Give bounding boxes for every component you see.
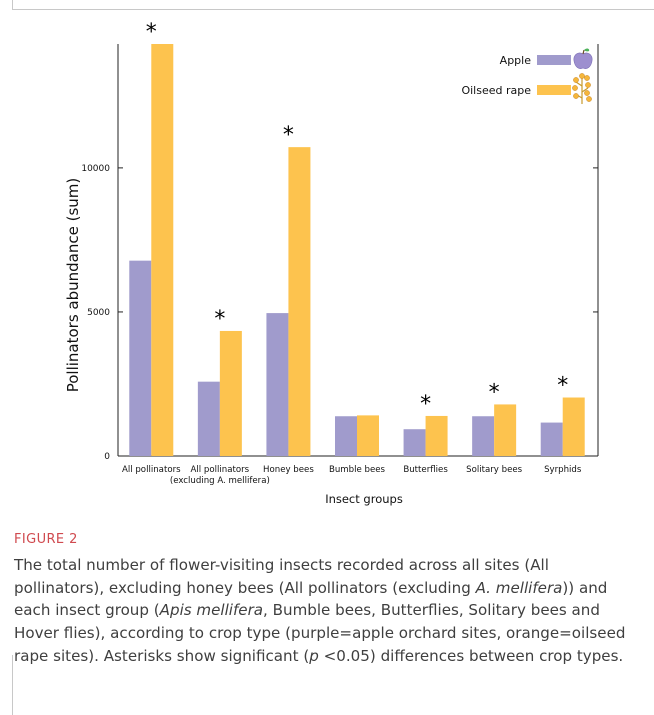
caption-text: The total number of flower-visiting inse… [14,554,634,668]
figure-label: FIGURE 2 [14,532,78,547]
significance-asterisk: * [214,307,225,332]
rapeseed-flower-icon [572,73,592,104]
y-tick-label: 10000 [81,164,110,174]
x-axis-label: Insect groups [325,492,403,506]
bar-apple [540,422,563,456]
caption-text-run: The total number of flower-visiting inse… [14,556,549,597]
x-tick-label: Syrphids [544,465,582,475]
legend-swatch [537,55,571,65]
y-axis-ticks: 0 5000 10000 [81,164,598,462]
bar-oilseed-rape [288,147,311,457]
bar-apple [266,313,289,456]
x-tick-label: Solitary bees [466,465,523,475]
x-tick-label: Honey bees [263,465,314,475]
significance-asterisk: * [420,392,431,417]
significance-asterisk: * [489,380,500,405]
x-tick-label: All pollinators [191,465,250,475]
figure-frame-top [12,0,654,10]
bar-apple [197,381,220,456]
apple-icon [573,48,593,69]
figure-caption: FIGURE 2 The total number of flower-visi… [14,532,634,668]
x-tick-label: Bumble bees [329,465,386,475]
significance-asterisk: * [557,374,568,399]
x-tick-label: All pollinators [122,465,181,475]
bar-oilseed-rape [494,404,517,456]
bar-oilseed-rape [151,44,174,456]
significance-asterisk: * [146,20,157,45]
bar-apple [472,416,495,456]
y-tick-label: 0 [104,452,110,462]
bars [129,44,585,457]
legend-label: Apple [500,54,532,67]
caption-italic-text: p [309,646,319,665]
caption-text-run: , Bumble bees, Butterflies, Solitary bee… [14,601,626,665]
bar-oilseed-rape [357,415,379,456]
x-axis-tick-labels: All pollinators All pollinators(excluding… [122,465,582,486]
legend-label: Oilseed rape [461,84,531,97]
caption-italic-text: A. mellifera [475,578,563,597]
caption-text-run: )) and each insect group ( [14,578,608,620]
significance-markers: * * * * * * [146,20,568,417]
legend-swatch [537,85,571,95]
bar-oilseed-rape [219,330,242,456]
bar-apple [335,416,357,456]
plot-area [117,44,599,457]
bar-oilseed-rape [562,397,585,456]
bar-apple [129,260,152,456]
y-axis-label: Pollinators abundance (sum) [64,178,82,393]
caption-text-run: <0.05) differences between crop types. [318,646,624,665]
y-tick-label: 5000 [87,308,110,318]
caption-italic-text: Apis mellifera [159,601,264,620]
significance-asterisk: * [283,123,294,148]
x-tick-label: Butterflies [403,465,448,475]
bar-oilseed-rape [425,415,448,456]
legend: Apple Oilseed rape [461,48,593,104]
x-tick-label: (excluding A. mellifera) [170,476,270,486]
figure-frame-bottom [12,655,13,715]
bar-apple [403,429,426,456]
